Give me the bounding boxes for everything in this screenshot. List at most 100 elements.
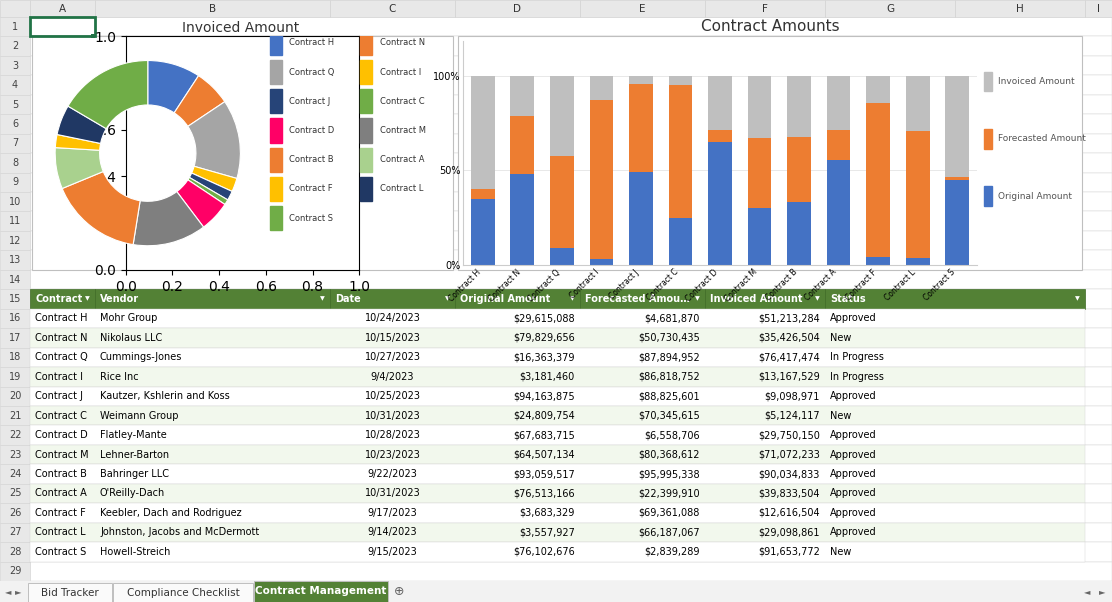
Text: $3,683,329: $3,683,329 [519,508,575,518]
Text: 9/4/2023: 9/4/2023 [370,372,415,382]
Text: $29,615,088: $29,615,088 [514,314,575,323]
Text: 15: 15 [9,294,21,304]
Wedge shape [62,172,140,244]
Bar [455,290,580,309]
Bar [0,270,30,290]
Text: Mohr Group: Mohr Group [100,314,158,323]
Wedge shape [56,134,100,150]
Text: 16: 16 [9,314,21,323]
Text: 23: 23 [9,450,21,459]
Bar [0,231,30,250]
Bar [30,347,1112,367]
Text: ◄: ◄ [4,587,11,596]
Text: Howell-Streich: Howell-Streich [100,547,170,557]
Wedge shape [188,102,240,178]
Text: 24: 24 [9,469,21,479]
Text: Contract I: Contract I [34,372,83,382]
Text: Compliance Checklist: Compliance Checklist [127,588,239,598]
Text: A: A [59,4,66,13]
Bar [0,367,30,386]
Text: $39,833,504: $39,833,504 [758,488,820,498]
Bar [30,464,1085,484]
Bar [30,328,1085,347]
Text: Approved: Approved [830,469,876,479]
Text: ▼: ▼ [1074,297,1080,302]
Text: Contract N: Contract N [34,333,88,343]
Text: Contract M: Contract M [34,450,89,459]
Bar [0,211,30,231]
Bar [458,37,1082,270]
Wedge shape [189,173,232,200]
Bar [30,309,1112,328]
Text: O'Reilly-Dach: O'Reilly-Dach [100,488,166,498]
Bar [30,17,1112,37]
Bar [580,290,705,309]
Bar [30,562,1112,581]
Bar [95,0,330,17]
Text: 19: 19 [9,372,21,382]
Text: ▼: ▼ [815,297,820,302]
Text: ▼: ▼ [695,297,699,302]
Bar [510,174,534,265]
Text: Contract B: Contract B [289,155,334,164]
Text: New: New [830,411,852,421]
Bar [825,0,955,17]
Wedge shape [148,61,199,113]
Bar [0,523,30,542]
Text: $29,750,150: $29,750,150 [758,430,820,440]
Title: Invoiced Amount: Invoiced Amount [181,21,299,35]
Bar [866,104,890,256]
Text: Original Amount: Original Amount [460,294,550,304]
Bar [30,386,1112,406]
Text: 12: 12 [9,235,21,246]
Bar [360,60,373,84]
Text: Contract N: Contract N [380,39,425,48]
Text: 10/25/2023: 10/25/2023 [365,391,420,402]
Text: Contract J: Contract J [34,391,83,402]
Bar [0,328,30,347]
Bar [30,542,1085,562]
Wedge shape [57,106,107,143]
Bar [510,116,534,174]
Bar [0,192,30,211]
Bar [30,0,95,17]
Bar [589,100,613,259]
Text: $80,368,612: $80,368,612 [638,450,699,459]
Bar [269,119,281,143]
Text: Invoiced Amount: Invoiced Amount [709,294,803,304]
Text: Contract H: Contract H [34,314,88,323]
Text: $24,809,754: $24,809,754 [514,411,575,421]
Bar [629,172,653,265]
Bar [30,426,1112,445]
Bar [629,75,653,84]
Bar [0,17,30,37]
Bar [30,347,1085,367]
Text: G: G [886,4,894,13]
Text: $70,345,615: $70,345,615 [638,411,699,421]
Text: 10/28/2023: 10/28/2023 [365,430,420,440]
Text: 8: 8 [12,158,18,168]
Bar [470,199,495,265]
Bar [28,583,112,602]
Text: 1: 1 [12,22,18,32]
Text: 22: 22 [9,430,21,440]
Text: Original Amount: Original Amount [997,191,1072,200]
Bar [787,137,811,202]
Bar [30,173,1112,192]
Text: 2: 2 [12,41,18,51]
Bar [668,85,693,218]
Bar [0,542,30,562]
Bar [0,173,30,192]
Text: $87,894,952: $87,894,952 [638,352,699,362]
Bar [255,581,388,602]
Bar [30,367,1112,386]
Text: $2,839,289: $2,839,289 [645,547,699,557]
Bar [30,250,1112,270]
Wedge shape [175,76,225,126]
Text: $6,558,706: $6,558,706 [644,430,699,440]
Bar [826,75,851,130]
Bar [580,0,705,17]
Bar [906,258,930,265]
Text: Contract S: Contract S [289,214,334,223]
Bar [269,206,281,230]
